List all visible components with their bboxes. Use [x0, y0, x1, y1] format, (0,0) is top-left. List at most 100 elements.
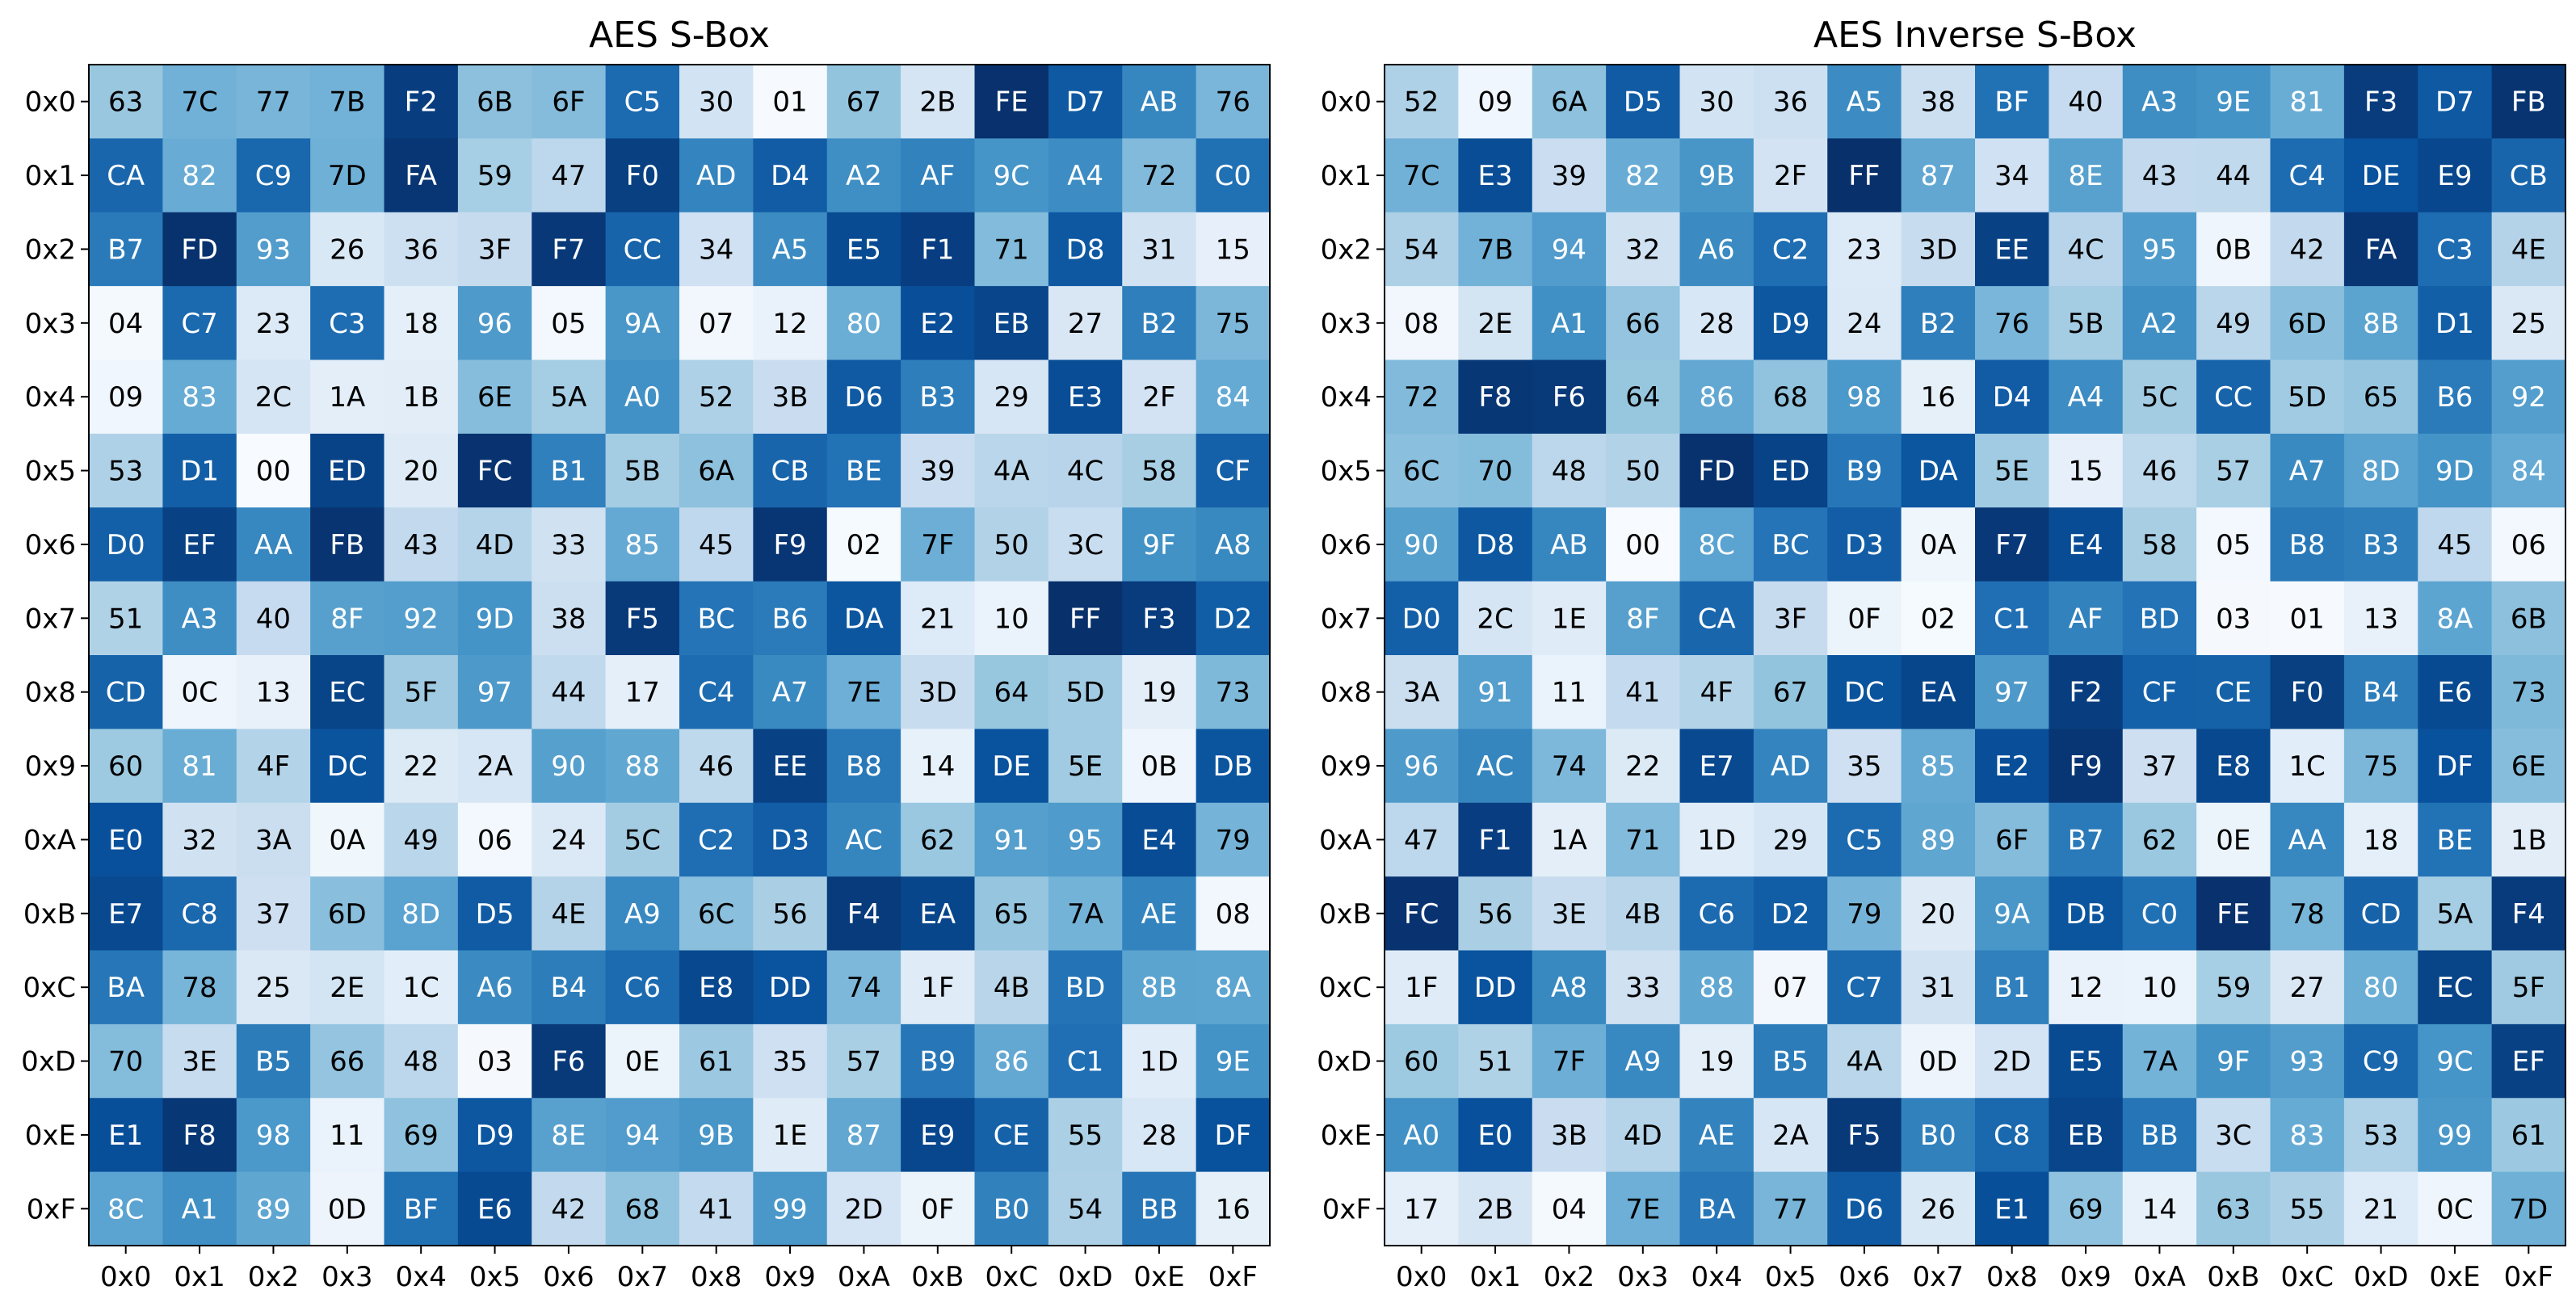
cell-value-label: 77	[1773, 1193, 1808, 1225]
heatmap-cell	[1901, 433, 1976, 508]
heatmap-cell	[2122, 876, 2197, 952]
cell-value-label: 5F	[2512, 972, 2545, 1004]
heatmap-cell	[901, 950, 976, 1025]
cell-value-label: 0D	[1918, 1046, 1957, 1078]
heatmap-cell	[1196, 1023, 1271, 1099]
heatmap-cell	[89, 286, 163, 361]
cell-value-label: A2	[2141, 308, 2178, 340]
cell-value-label: 52	[1404, 86, 1439, 119]
heatmap-cell	[1532, 950, 1607, 1025]
heatmap-cell	[1975, 950, 2049, 1025]
cell-value-label: B5	[1772, 1046, 1809, 1078]
heatmap-cell	[605, 950, 680, 1025]
cell-value-label: 0A	[1920, 529, 1956, 561]
heatmap-cell	[1196, 581, 1271, 656]
cell-value-label: 81	[182, 750, 216, 783]
cell-value-label: 3F	[1774, 603, 1807, 635]
heatmap-cell	[2049, 138, 2124, 213]
heatmap-cell	[162, 802, 237, 877]
y-tick-label: 0xE	[1321, 1120, 1372, 1152]
cell-value-label: 06	[2511, 529, 2546, 561]
heatmap-cell	[89, 212, 163, 287]
heatmap-cell	[1122, 138, 1197, 213]
heatmap-cell	[826, 212, 901, 287]
heatmap-cell	[2491, 1098, 2566, 1173]
heatmap-cell	[532, 212, 607, 287]
heatmap-cell	[1679, 950, 1754, 1025]
heatmap-cell	[384, 950, 459, 1025]
heatmap-cell	[1753, 950, 1828, 1025]
heatmap-cell	[2491, 655, 2566, 729]
cell-value-label: 6C	[698, 898, 734, 931]
cell-value-label: B1	[550, 456, 586, 488]
heatmap-cell	[1975, 212, 2049, 287]
heatmap-cell	[1975, 1171, 2049, 1246]
heatmap-cell	[1827, 1171, 1902, 1246]
heatmap-cell	[532, 802, 607, 877]
heatmap-cell	[901, 729, 976, 804]
y-tick-label: 0x7	[1321, 603, 1372, 635]
cell-value-label: 8F	[1626, 603, 1659, 635]
heatmap-cell	[89, 359, 163, 435]
cell-value-label: E3	[1068, 381, 1103, 414]
cell-value-label: 62	[2142, 824, 2177, 856]
heatmap-cell	[826, 1098, 901, 1173]
heatmap-cell	[753, 1023, 828, 1099]
cell-value-label: 9A	[624, 308, 661, 340]
heatmap-cell	[1532, 1098, 1607, 1173]
heatmap-cell	[1606, 729, 1681, 804]
heatmap-cell	[1679, 507, 1754, 582]
cell-value-label: 7D	[328, 160, 367, 192]
x-tick-label: 0x3	[321, 1261, 372, 1293]
cell-value-label: 9C	[2436, 1046, 2473, 1078]
heatmap-cell	[1606, 1023, 1681, 1099]
heatmap-cell	[2418, 1098, 2493, 1173]
cell-value-label: 0C	[2436, 1193, 2473, 1225]
heatmap-cell	[2418, 581, 2493, 656]
cell-value-label: 2E	[330, 972, 364, 1004]
cell-value-label: 30	[699, 86, 733, 119]
heatmap-cell	[236, 433, 311, 508]
heatmap-cell	[901, 65, 976, 139]
cell-value-label: A1	[182, 1193, 218, 1225]
heatmap-cell	[605, 729, 680, 804]
x-tick-label: 0x9	[764, 1261, 815, 1293]
heatmap-cell	[1975, 1023, 2049, 1099]
cell-value-label: EA	[1920, 677, 1956, 709]
cell-value-label: FC	[1404, 898, 1439, 931]
cell-value-label: 61	[699, 1046, 733, 1078]
cell-value-label: A5	[772, 233, 809, 266]
cell-value-label: 6E	[2511, 750, 2546, 783]
heatmap-cell	[753, 138, 828, 213]
heatmap-cell	[1753, 65, 1828, 139]
heatmap-cell	[89, 581, 163, 656]
heatmap-cell	[310, 359, 385, 435]
heatmap-cell	[974, 1098, 1049, 1173]
cell-value-label: B8	[846, 750, 882, 783]
cell-value-label: 00	[256, 456, 291, 488]
heatmap-cell	[89, 802, 163, 877]
cell-value-label: 4D	[1624, 1120, 1662, 1152]
heatmap-cell	[1901, 138, 1976, 213]
heatmap-cell	[457, 433, 532, 508]
heatmap-cell	[1458, 433, 1533, 508]
heatmap-cell	[1385, 581, 1459, 656]
cell-value-label: DA	[1918, 456, 1958, 488]
cell-value-label: E7	[108, 898, 143, 931]
x-tick-label: 0xF	[1208, 1261, 1258, 1293]
cell-value-label: 59	[2216, 972, 2250, 1004]
heatmap-cell	[1827, 876, 1902, 952]
heatmap-cell	[1827, 1023, 1902, 1099]
cell-value-label: 90	[1404, 529, 1439, 561]
heatmap-cell	[826, 655, 901, 729]
cell-value-label: 04	[1552, 1193, 1586, 1225]
cell-value-label: 76	[1994, 308, 2029, 340]
cell-value-label: 8A	[1215, 972, 1251, 1004]
cell-value-label: C6	[624, 972, 661, 1004]
heatmap-cell	[826, 802, 901, 877]
cell-value-label: 98	[1847, 381, 1881, 414]
heatmap-cell	[236, 1098, 311, 1173]
heatmap-cell	[1901, 359, 1976, 435]
cell-value-label: 9D	[476, 603, 515, 635]
y-tick-label: 0x3	[1321, 308, 1372, 340]
